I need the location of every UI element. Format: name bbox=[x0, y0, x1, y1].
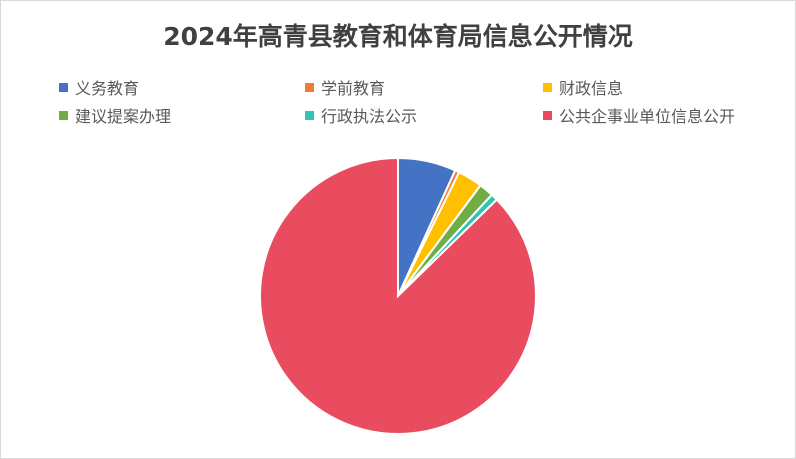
legend-item: 财政信息 bbox=[543, 75, 623, 99]
legend-swatch bbox=[305, 110, 314, 120]
legend-item: 义务教育 bbox=[59, 75, 139, 99]
legend-swatch bbox=[305, 82, 314, 92]
legend-item: 行政执法公示 bbox=[305, 103, 417, 127]
legend-label: 建议提案办理 bbox=[75, 107, 172, 126]
legend-swatch bbox=[59, 82, 68, 92]
chart-title: 2024年高青县教育和体育局信息公开情况 bbox=[163, 22, 633, 51]
legend-label: 义务教育 bbox=[75, 79, 140, 98]
legend-label: 学前教育 bbox=[321, 79, 386, 98]
legend-swatch bbox=[59, 110, 68, 120]
legend-swatch bbox=[543, 110, 552, 120]
legend-label: 公共企事业单位信息公开 bbox=[559, 107, 736, 126]
legend-item: 建议提案办理 bbox=[59, 103, 171, 127]
legend-label: 财政信息 bbox=[559, 79, 624, 98]
pie-slice-6 bbox=[259, 156, 537, 435]
legend-swatch bbox=[543, 82, 552, 92]
legend-item: 公共企事业单位信息公开 bbox=[543, 103, 735, 127]
legend-item: 学前教育 bbox=[305, 75, 385, 99]
legend-label: 行政执法公示 bbox=[321, 107, 418, 126]
